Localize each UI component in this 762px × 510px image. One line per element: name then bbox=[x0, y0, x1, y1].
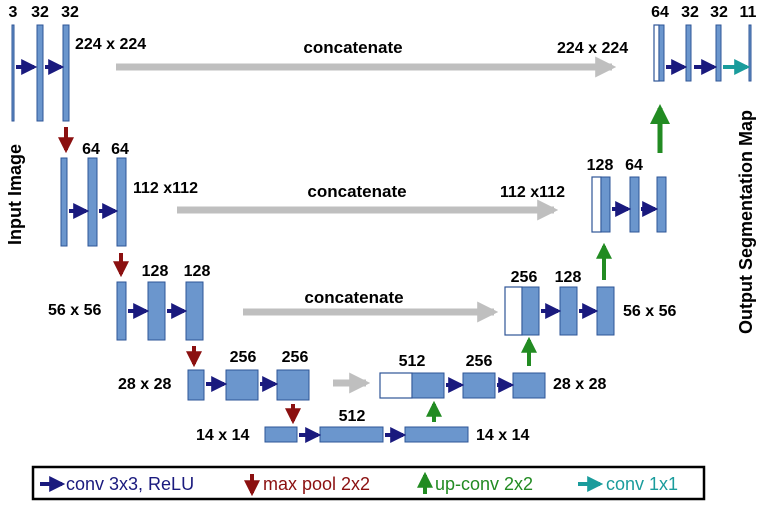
size-label: 112 x112 bbox=[133, 180, 198, 197]
channel-label: 128 bbox=[184, 263, 211, 280]
feature-map bbox=[185, 281, 204, 341]
channel-label: 256 bbox=[511, 269, 538, 286]
skip-copy-map bbox=[591, 176, 602, 233]
channel-label: 3 bbox=[9, 4, 18, 21]
upsampled-map bbox=[658, 24, 665, 82]
feature-map bbox=[629, 176, 640, 233]
concat-label-level3: concatenate bbox=[304, 288, 403, 307]
size-label: 56 x 56 bbox=[48, 302, 101, 319]
feature-map bbox=[319, 426, 384, 443]
decoder-level-3: 256 128 56 x 56 bbox=[504, 242, 676, 336]
feature-map bbox=[87, 157, 98, 247]
feature-map bbox=[596, 286, 615, 336]
bottleneck: 512 14 x 14 14 x 14 bbox=[196, 400, 529, 444]
encoder-level-3: 128 128 56 x 56 bbox=[48, 263, 211, 368]
encoder-level-4: 256 256 28 x 28 bbox=[118, 349, 310, 425]
feature-map bbox=[685, 24, 692, 82]
feature-map bbox=[656, 176, 667, 233]
output-segmentation-map-label: Output Segmentation Map bbox=[736, 110, 756, 334]
channel-label: 32 bbox=[681, 4, 699, 21]
feature-map bbox=[147, 281, 166, 341]
channel-label: 512 bbox=[399, 353, 426, 370]
size-label: 28 x 28 bbox=[118, 376, 171, 393]
channel-label: 128 bbox=[555, 269, 582, 286]
channel-label: 256 bbox=[282, 349, 309, 366]
size-label: 112 x112 bbox=[500, 184, 565, 201]
legend-conv-label: conv 3x3, ReLU bbox=[66, 474, 194, 494]
feature-map bbox=[512, 372, 546, 399]
feature-map bbox=[264, 426, 298, 443]
channel-label: 32 bbox=[61, 4, 79, 21]
feature-map bbox=[559, 286, 578, 336]
feature-map bbox=[36, 24, 44, 122]
size-label: 14 x 14 bbox=[196, 427, 249, 444]
feature-map bbox=[276, 369, 310, 401]
channel-label: 32 bbox=[710, 4, 728, 21]
channel-label: 256 bbox=[230, 349, 257, 366]
channel-label: 11 bbox=[740, 4, 757, 21]
feature-map bbox=[60, 157, 68, 247]
feature-map bbox=[116, 157, 127, 247]
channel-label: 64 bbox=[625, 157, 643, 174]
legend-conv1x1-label: conv 1x1 bbox=[606, 474, 678, 494]
channel-label: 128 bbox=[587, 157, 614, 174]
feature-map bbox=[225, 369, 259, 401]
channel-label: 64 bbox=[111, 141, 129, 158]
feature-map bbox=[715, 24, 722, 82]
channel-label: 128 bbox=[142, 263, 169, 280]
legend-upconv-label: up-conv 2x2 bbox=[435, 474, 533, 494]
feature-map bbox=[116, 281, 127, 341]
encoder-level-1: 3 32 32 224 x 224 bbox=[9, 4, 146, 154]
size-label: 224 x 224 bbox=[557, 40, 628, 57]
decoder-level-4: 512 256 28 x 28 bbox=[379, 336, 606, 399]
concat-label-level1: concatenate bbox=[303, 38, 402, 57]
upsampled-map bbox=[600, 176, 611, 233]
input-image-bar bbox=[11, 24, 15, 122]
feature-map bbox=[462, 372, 496, 399]
channel-label: 512 bbox=[339, 408, 366, 425]
output-map bbox=[748, 24, 752, 82]
skip-copy-map bbox=[379, 372, 413, 399]
encoder-level-2: 64 64 112 x112 bbox=[60, 141, 198, 278]
channel-label: 32 bbox=[31, 4, 49, 21]
legend: conv 3x3, ReLU max pool 2x2 up-conv 2x2 … bbox=[31, 465, 706, 501]
channel-label: 64 bbox=[651, 4, 669, 21]
input-image-label: Input Image bbox=[5, 144, 25, 245]
channel-label: 256 bbox=[466, 353, 493, 370]
feature-map bbox=[404, 426, 469, 443]
size-label: 56 x 56 bbox=[623, 303, 676, 320]
size-label: 224 x 224 bbox=[75, 36, 146, 53]
skip-connections: concatenate concatenate concatenate bbox=[116, 38, 617, 394]
channel-label: 64 bbox=[82, 141, 100, 158]
upsampled-map bbox=[411, 372, 445, 399]
decoder-level-2: 128 64 112 x112 bbox=[500, 104, 670, 233]
legend-maxpool-label: max pool 2x2 bbox=[263, 474, 370, 494]
feature-map bbox=[187, 369, 205, 401]
concat-label-level2: concatenate bbox=[307, 182, 406, 201]
size-label: 14 x 14 bbox=[476, 427, 529, 444]
upsampled-map bbox=[521, 286, 540, 336]
decoder-level-1: 64 32 32 11 224 x 224 bbox=[557, 4, 757, 82]
skip-copy-map bbox=[653, 24, 660, 82]
feature-map bbox=[62, 24, 70, 122]
skip-copy-map bbox=[504, 286, 523, 336]
size-label: 28 x 28 bbox=[553, 376, 606, 393]
